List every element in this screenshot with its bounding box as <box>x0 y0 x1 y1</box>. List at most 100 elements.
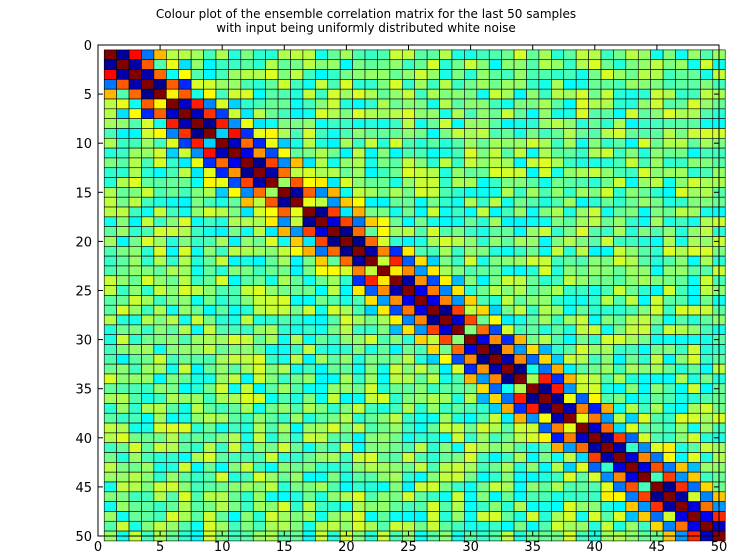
heatmap-cell <box>513 314 527 326</box>
heatmap-cell <box>315 344 329 355</box>
heatmap-cell <box>662 363 676 375</box>
heatmap-cell <box>178 432 192 444</box>
heatmap-cell <box>464 462 478 473</box>
heatmap-cell <box>625 108 639 119</box>
heatmap-cell <box>377 79 391 90</box>
heatmap-cell <box>364 452 378 463</box>
heatmap-cell <box>252 108 266 119</box>
heatmap-cell <box>377 373 391 385</box>
heatmap-cell <box>352 324 366 335</box>
heatmap-cell <box>700 471 714 483</box>
heatmap-cell <box>675 324 689 335</box>
heatmap-cell <box>613 255 627 267</box>
heatmap-cell <box>141 236 155 247</box>
heatmap-cell <box>252 98 266 110</box>
heatmap-cell <box>488 147 502 159</box>
heatmap-cell <box>166 265 180 277</box>
heatmap-cell <box>426 393 440 404</box>
heatmap-cell <box>563 196 577 208</box>
heatmap-cell <box>153 344 167 355</box>
heatmap-cell <box>662 236 676 247</box>
heatmap-cell <box>700 167 714 178</box>
heatmap-cell <box>662 187 676 198</box>
heatmap-cell <box>662 137 676 149</box>
heatmap-cell <box>588 471 602 483</box>
heatmap-cell <box>538 108 552 119</box>
heatmap-cell <box>414 49 428 61</box>
heatmap-cell <box>352 520 366 532</box>
heatmap-cell <box>141 196 155 208</box>
heatmap-cell <box>178 187 192 198</box>
heatmap-cell <box>315 452 329 463</box>
heatmap-cell <box>141 187 155 198</box>
heatmap-cell <box>563 265 577 277</box>
heatmap-cell <box>526 265 540 277</box>
heatmap-cell <box>240 236 254 247</box>
heatmap-cell <box>377 344 391 355</box>
heatmap-cell <box>215 108 229 119</box>
heatmap-cell <box>526 226 540 237</box>
heatmap-cell <box>476 344 490 355</box>
heatmap-cell <box>203 137 217 149</box>
heatmap-cell <box>526 177 540 188</box>
heatmap-cell <box>513 79 527 90</box>
heatmap-cell <box>588 393 602 404</box>
heatmap-cell <box>128 412 142 424</box>
heatmap-cell <box>153 432 167 444</box>
heatmap-cell <box>414 157 428 169</box>
heatmap-cell <box>700 442 714 453</box>
heatmap-cell <box>625 304 639 316</box>
heatmap-cell <box>401 442 416 453</box>
heatmap-cell <box>364 157 378 169</box>
heatmap-cell <box>687 422 701 434</box>
heatmap-cell <box>352 285 366 296</box>
heatmap-cell <box>103 462 117 473</box>
heatmap-cell <box>538 226 552 237</box>
heatmap-cell <box>277 285 291 296</box>
heatmap-cell <box>166 226 180 237</box>
heatmap-cell <box>451 295 465 306</box>
heatmap-cell <box>240 196 254 208</box>
heatmap-cell <box>302 324 316 335</box>
heatmap-cell <box>687 412 701 424</box>
heatmap-cell <box>190 383 204 394</box>
heatmap-cell <box>501 491 515 502</box>
heatmap-cell <box>166 128 180 139</box>
heatmap-cell <box>687 324 701 335</box>
heatmap-cell <box>315 59 329 70</box>
heatmap-cell <box>625 216 639 227</box>
heatmap-cell <box>575 403 589 414</box>
heatmap-cell <box>178 255 192 267</box>
heatmap-cell <box>153 59 167 70</box>
heatmap-cell <box>178 79 192 90</box>
heatmap-cell <box>166 373 180 385</box>
heatmap-cell <box>662 69 676 80</box>
heatmap-cell <box>203 393 217 404</box>
heatmap-cell <box>700 324 714 335</box>
heatmap-cell <box>637 403 651 414</box>
heatmap-cell <box>513 137 527 149</box>
heatmap-cell <box>389 462 403 473</box>
heatmap-cell <box>128 344 142 355</box>
heatmap-cell <box>178 226 192 237</box>
heatmap-cell <box>290 491 304 502</box>
heatmap-cell <box>153 265 167 277</box>
heatmap-cell <box>526 383 540 394</box>
heatmap-cell <box>575 255 589 267</box>
heatmap-cell <box>625 432 639 444</box>
heatmap-cell <box>215 452 229 463</box>
heatmap-cell <box>153 275 167 286</box>
heatmap-cell <box>103 246 117 257</box>
heatmap-cell <box>687 344 701 355</box>
heatmap-cell <box>501 363 515 375</box>
heatmap-cell <box>650 471 664 483</box>
heatmap-cell <box>588 69 602 80</box>
heatmap-cell <box>464 501 478 512</box>
heatmap-cell <box>476 275 490 286</box>
heatmap-cell <box>315 206 329 218</box>
heatmap-cell <box>302 59 316 70</box>
heatmap-cell <box>488 88 502 100</box>
heatmap-cell <box>166 255 180 267</box>
heatmap-cell <box>352 354 366 365</box>
heatmap-cell <box>575 412 589 424</box>
